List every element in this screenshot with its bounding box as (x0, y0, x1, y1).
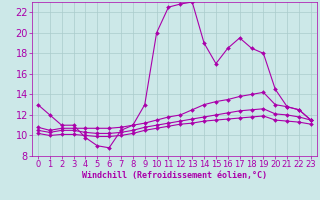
X-axis label: Windchill (Refroidissement éolien,°C): Windchill (Refroidissement éolien,°C) (82, 171, 267, 180)
